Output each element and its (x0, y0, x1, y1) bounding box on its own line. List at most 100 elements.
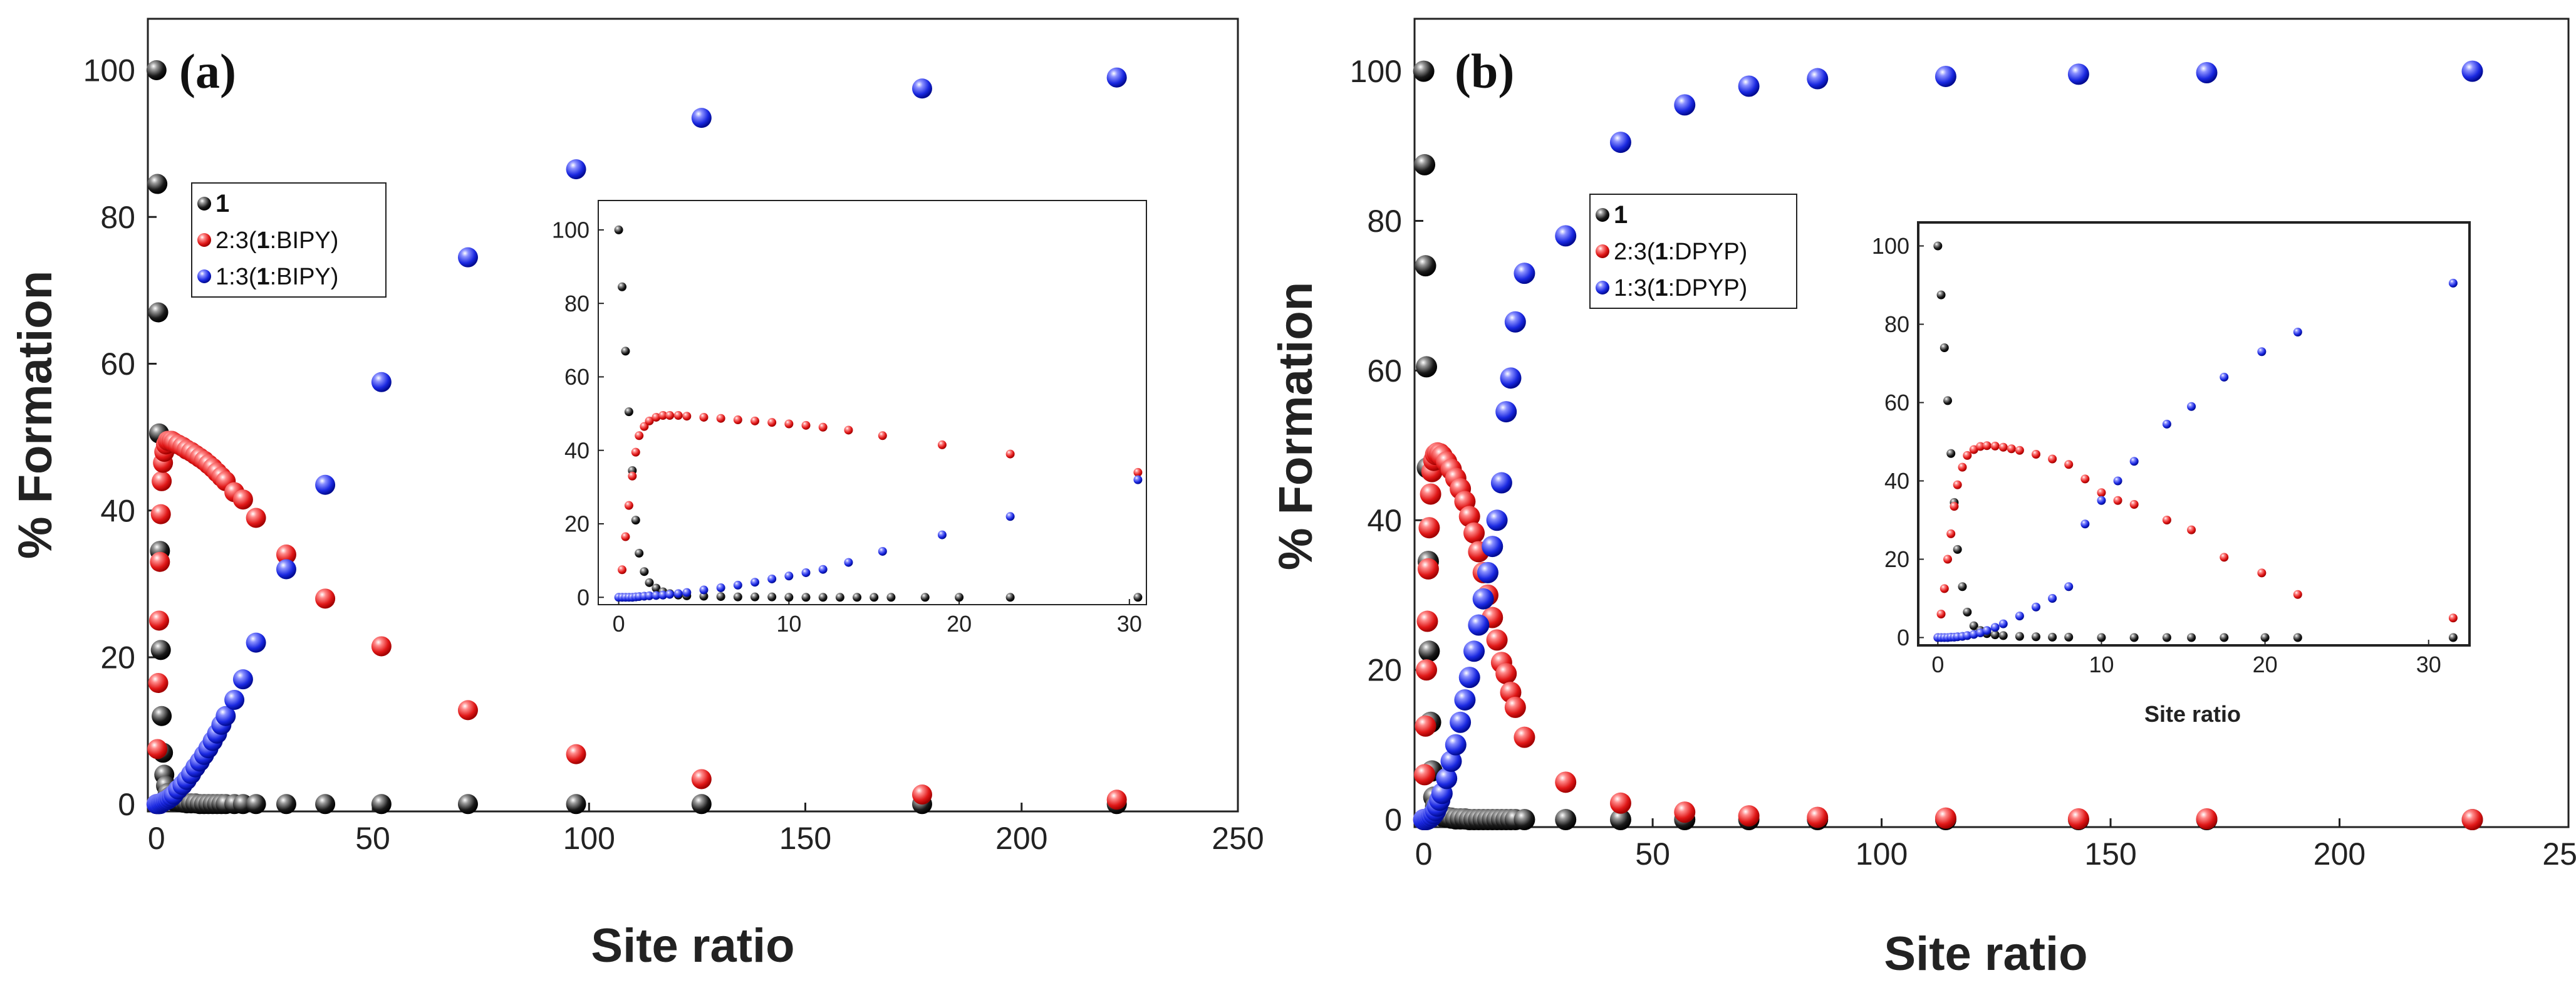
panel-b-point-s2 (1486, 629, 1508, 651)
panel-b-inset-point-s3 (2015, 612, 2024, 621)
panel-b-inset-point-s1 (1963, 607, 1972, 617)
panel-b-inset-point-s2 (2080, 474, 2090, 484)
panel-b-inset-point-s1 (2293, 633, 2302, 642)
panel-a-inset-xtick-label: 20 (947, 611, 972, 637)
panel-a-inset-point-s1 (652, 583, 661, 593)
panel-b-point-s3 (1495, 401, 1517, 423)
panel-b-inset-point-s1 (2187, 633, 2196, 642)
panel-b-y-axis: 0 20 40 60 80 100 (1350, 54, 1423, 838)
panel-b-inset-point-s2 (2293, 590, 2302, 599)
panel-b-inset-point-s2 (1953, 480, 1962, 489)
panel-b-inset-xtick-label: 30 (2416, 652, 2441, 677)
panel-b-inset-point-s3 (2097, 496, 2106, 505)
panel-b-inset-point-s3 (2187, 402, 2196, 411)
panel-a-inset-point-s3 (784, 571, 794, 581)
panel-b-point-s3 (1500, 367, 1522, 389)
panel-a-ytick-label: 0 (118, 787, 135, 822)
panel-a-point-s3 (224, 689, 245, 710)
panel-b-point-s2 (1495, 663, 1517, 685)
panel-b-inset-point-s1 (2097, 633, 2106, 642)
panel-b-point-s2 (1416, 610, 1438, 632)
panel-b-inset-point-s2 (1940, 584, 1949, 593)
panel-a-inset-ytick-label: 60 (564, 364, 589, 390)
panel-b-inset-point-s2 (1946, 529, 1956, 538)
panel-b-inset-xtick-label: 20 (2253, 652, 2278, 677)
panel-b-inset-ytick-label: 0 (1897, 625, 1909, 650)
panel-b-point-s2 (1416, 659, 1438, 681)
panel-a-inset-point-s1 (853, 593, 862, 602)
panel-a-inset-point-s2 (628, 471, 637, 481)
panel-a-inset-point-s1 (750, 592, 759, 602)
panel-a-point-s2 (147, 739, 168, 759)
panel-b-inset-point-s1 (1946, 449, 1956, 458)
panel-a-inset-ytick-label: 80 (564, 291, 589, 316)
panel-b-point-s2 (2067, 808, 2089, 830)
panel-b-ytick-label: 100 (1350, 54, 1402, 89)
panel-b-inset-point-s1 (2448, 633, 2458, 642)
panel-b-xlabel: Site ratio (1884, 927, 2087, 981)
panel-b-inset-ytick-label: 40 (1884, 468, 1909, 494)
panel-b-inset-point-s3 (2064, 582, 2074, 591)
panel-b-point-s2 (1463, 522, 1485, 544)
panel-a-inset-ytick-label: 40 (564, 437, 589, 463)
panel-a-inset-point-s2 (631, 447, 640, 457)
legend-a-marker-1 (197, 197, 211, 211)
panel-a-inset: 0 20 40 60 80 100 0 10 20 30 (552, 200, 1147, 637)
panel-a-inset-point-s1 (614, 225, 623, 234)
panel-a-inset-frame (598, 200, 1147, 605)
legend-a-label-1: 1 (216, 190, 229, 217)
legend-a-label-2-a: 2:3( (216, 227, 257, 254)
panel-b-inset-point-s2 (1990, 441, 2000, 451)
panel-b-inset-point-s3 (2448, 278, 2458, 288)
panel-b-xtick-label: 100 (1856, 836, 1908, 872)
panel-a-point-s2 (148, 610, 169, 631)
panel-b-x-axis: 0 50 100 150 200 250 (1415, 818, 2576, 872)
panel-b-inset-point-s3 (2032, 602, 2041, 612)
panel-b-xtick-label: 200 (2314, 836, 2366, 872)
panel-a-points (146, 60, 1127, 815)
panel-b-point-s3 (1674, 94, 1696, 116)
panel-a-point-s1 (150, 640, 171, 660)
panel-b-ytick-label: 80 (1367, 204, 1402, 239)
panel-a-inset-x-axis: 0 10 20 30 (613, 599, 1142, 637)
panel-b-frame (1413, 18, 2570, 828)
panel-a-inset-point-s2 (750, 416, 759, 425)
panel-b-inset-point-s3 (2257, 347, 2267, 357)
panel-a-label: (a) (179, 44, 236, 98)
panel-b-inset-point-s2 (2187, 525, 2196, 534)
panel-b-point-s3 (1935, 65, 1956, 87)
panel-b-point-s1 (1609, 809, 1631, 831)
panel-b-point-s2 (1674, 801, 1696, 823)
panel-a-point-s1 (276, 794, 296, 815)
legend-b-label-1: 1 (1614, 201, 1628, 229)
legend-a-label-2-c: :BIPY) (270, 227, 339, 254)
panel-b-point-s2 (1738, 805, 1760, 827)
legend-a-label-3-a: 1:3( (216, 264, 257, 290)
panel-a-inset-point-s3 (767, 574, 777, 583)
panel-a-ylabel: % Formation (9, 271, 62, 559)
panel-b-point-s2 (1609, 792, 1631, 814)
panel-b-inset-point-s2 (2048, 454, 2057, 464)
panel-b-ytick-label: 20 (1367, 653, 1402, 688)
panel-a-inset-point-s3 (1005, 512, 1015, 521)
panel-a-y-axis: 0 20 40 60 80 100 (83, 53, 157, 822)
panel-b-inset-y-axis: 0 20 40 60 80 100 (1872, 233, 1924, 650)
panel-b-point-s3 (1450, 711, 1472, 733)
panel-a-inset-xtick-label: 30 (1117, 611, 1142, 637)
panel-a-inset-point-s1 (618, 282, 627, 291)
panel-a-inset-point-s3 (699, 585, 709, 595)
panel-a-inset-point-s1 (1133, 593, 1143, 602)
panel-b-inset-point-s3 (1963, 631, 1972, 640)
panel-b-point-s3 (2461, 60, 2483, 82)
panel-a-x-axis: 0 50 100 150 200 250 (148, 803, 1264, 856)
panel-a-point-s2 (371, 636, 392, 657)
panel-a-inset-point-s1 (645, 578, 654, 587)
panel-a-inset-ytick-label: 20 (564, 511, 589, 537)
panel-b-xtick-label: 250 (2542, 836, 2576, 872)
panel-b-point-s2 (1504, 696, 1526, 718)
panel-a-xtick-label: 50 (355, 821, 390, 856)
legend-a-marker-2 (197, 233, 211, 247)
panel-a-inset-point-s1 (716, 592, 725, 602)
panel-b-point-s3 (1454, 689, 1476, 711)
panel-b-point-s2 (1514, 726, 1535, 748)
